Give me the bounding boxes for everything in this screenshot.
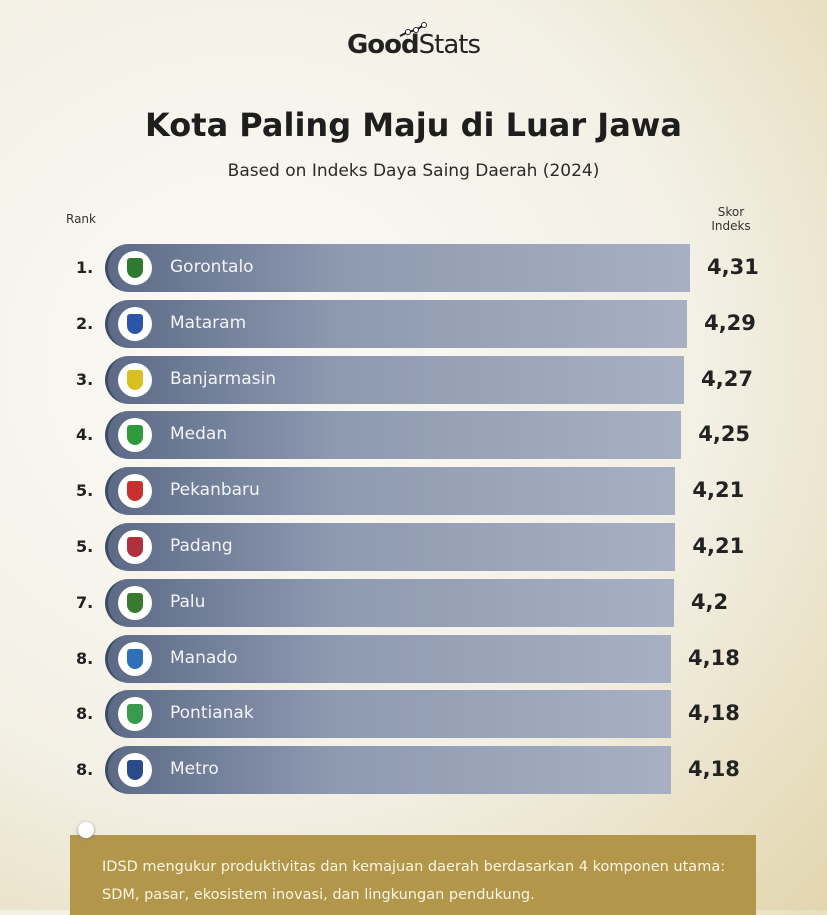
- bar: Banjarmasin: [105, 355, 685, 404]
- rank-label: 3.: [76, 369, 94, 389]
- rank-label: 5.: [76, 537, 94, 556]
- bar: Palu: [105, 578, 674, 627]
- bar: Padang: [105, 523, 676, 571]
- value-header: Skor Indeks: [711, 205, 751, 233]
- bar-row: 8. Manado 4,18: [0, 634, 827, 683]
- value-label: 4,21: [692, 534, 745, 558]
- value-label: 4,18: [688, 757, 740, 782]
- bar-row: 2. Mataram 4,29: [0, 299, 827, 348]
- city-emblem-icon: [118, 697, 152, 732]
- bar: Medan: [105, 411, 682, 460]
- bar: Metro: [105, 746, 672, 795]
- rank-label: 2.: [76, 313, 94, 333]
- city-label: Manado: [170, 647, 238, 668]
- value-label: 4,29: [704, 310, 756, 335]
- value-label: 4,27: [701, 366, 753, 391]
- bar: Pontianak: [105, 690, 672, 739]
- city-label: Medan: [170, 424, 228, 445]
- bar: Pekanbaru: [105, 467, 676, 516]
- rank-label: 5.: [76, 481, 94, 501]
- bar-row: 8. Metro 4,18: [0, 746, 827, 795]
- city-label: Pekanbaru: [170, 480, 260, 501]
- pin-icon: [78, 822, 94, 838]
- goodstats-logo: GoodStats: [0, 22, 827, 60]
- rank-label: 8.: [76, 704, 94, 724]
- value-label: 4,18: [688, 645, 740, 670]
- city-label: Metro: [170, 759, 219, 780]
- city-emblem-icon: [118, 418, 152, 453]
- city-emblem-icon: [118, 530, 152, 564]
- rank-label: 8.: [76, 760, 94, 780]
- chart-subtitle: Based on Indeks Daya Saing Daerah (2024): [227, 161, 600, 181]
- bar-row: 7. Palu 4,2: [0, 578, 827, 627]
- city-emblem-icon: [118, 306, 152, 341]
- city-label: Mataram: [170, 312, 247, 333]
- bar: Gorontalo: [105, 244, 690, 292]
- city-emblem-icon: [118, 753, 152, 788]
- rank-label: 8.: [76, 648, 94, 668]
- value-label: 4,25: [698, 422, 751, 447]
- city-emblem-icon: [118, 251, 152, 285]
- city-label: Banjarmasin: [170, 368, 277, 389]
- bar-row: 5. Padang 4,21: [0, 523, 827, 571]
- rank-label: 4.: [76, 425, 94, 445]
- bar-row: 4. Medan 4,25: [0, 411, 827, 460]
- logo-light: Stats: [418, 30, 481, 60]
- rank-label: 7.: [76, 592, 94, 612]
- value-label: 4,2: [690, 589, 729, 614]
- value-label: 4,18: [688, 701, 740, 726]
- city-label: Pontianak: [170, 703, 254, 724]
- city-label: Padang: [170, 536, 233, 556]
- bar: Mataram: [105, 299, 688, 348]
- value-label: 4,31: [707, 255, 759, 279]
- city-emblem-icon: [118, 641, 152, 676]
- city-emblem-icon: [118, 362, 152, 397]
- city-emblem-icon: [118, 585, 152, 620]
- note-box: IDSD mengukur produktivitas dan kemajuan…: [70, 835, 756, 915]
- rank-label: 1.: [76, 258, 94, 277]
- city-label: Gorontalo: [170, 257, 254, 277]
- bar-row: 3. Banjarmasin 4,27: [0, 355, 827, 404]
- bar-row: 5. Pekanbaru 4,21: [0, 467, 827, 516]
- city-emblem-icon: [118, 474, 152, 509]
- bar-row: 8. Pontianak 4,18: [0, 690, 827, 739]
- city-label: Palu: [170, 591, 206, 612]
- rank-header: Rank: [66, 212, 96, 226]
- value-label: 4,21: [692, 478, 745, 503]
- logo-bold: Good: [346, 30, 420, 60]
- bar: Manado: [105, 634, 672, 683]
- chart-title: Kota Paling Maju di Luar Jawa: [145, 106, 682, 144]
- logo-chart-icon: [399, 22, 427, 37]
- bar-row: 1. Gorontalo 4,31: [0, 244, 827, 292]
